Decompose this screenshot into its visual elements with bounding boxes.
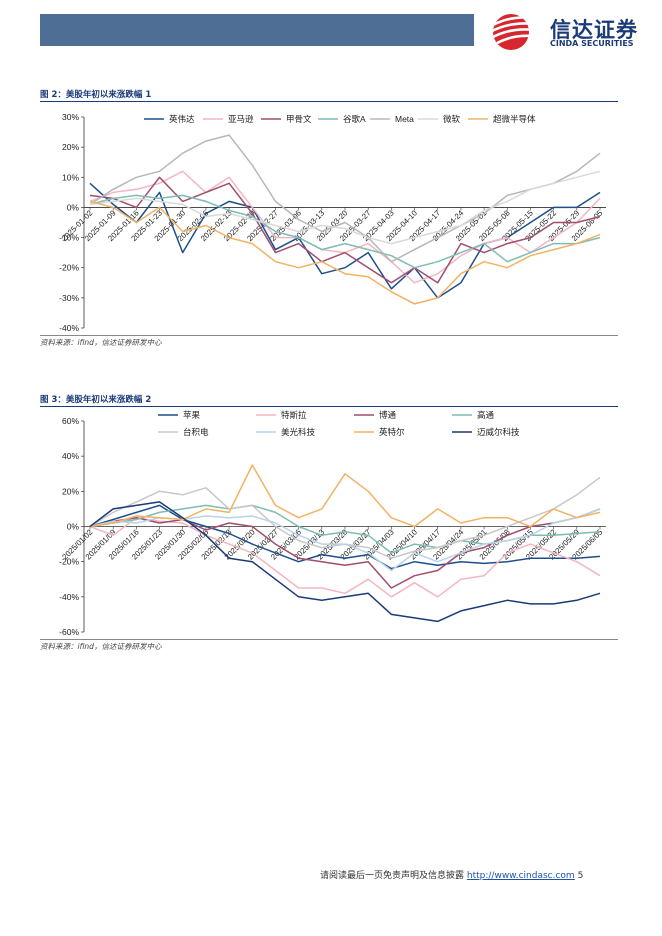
legend-label: 谷歌A bbox=[343, 114, 366, 124]
legend-label: 特斯拉 bbox=[281, 410, 307, 420]
cinda-logo-mark-icon bbox=[491, 14, 543, 50]
y-tick-label: 20% bbox=[62, 142, 79, 152]
y-tick-label: 0% bbox=[67, 202, 80, 212]
series-line bbox=[89, 516, 601, 598]
legend-label: 超微半导体 bbox=[493, 114, 536, 124]
series-line bbox=[89, 194, 601, 269]
figure-3-line-chart: 60%40%20%0%-20%-40%-60%2025/01/022025/01… bbox=[59, 410, 606, 637]
footer-disclaimer: 请阅读最后一页免责声明及信息披露 bbox=[320, 871, 465, 881]
y-tick-label: 20% bbox=[62, 486, 79, 496]
page-footer: 请阅读最后一页免责声明及信息披露 http://www.cindasc.com … bbox=[320, 868, 583, 881]
figure-2-title-rule bbox=[40, 101, 618, 102]
logo-english-name: CINDA SECURITIES bbox=[550, 39, 634, 48]
figure-3-title-rule bbox=[40, 406, 618, 407]
series-line bbox=[89, 134, 601, 263]
logo-chinese-name: 信达证券 bbox=[550, 18, 638, 42]
series-line bbox=[89, 508, 601, 589]
figure-3-title: 图 3：美股年初以来涨跌幅 2 bbox=[40, 395, 152, 405]
legend-label: 亚马逊 bbox=[228, 114, 254, 124]
figure-3-source: 资料来源：ifind，信达证券研发中心 bbox=[40, 642, 162, 651]
figure-2-line-chart: 30%20%10%0%-10%-20%-30%-40%2025-01-02202… bbox=[59, 112, 606, 333]
legend-label: Meta bbox=[395, 114, 414, 124]
legend-label: 台积电 bbox=[183, 427, 209, 437]
y-tick-label: 10% bbox=[62, 172, 79, 182]
footer-website-link[interactable]: http://www.cindasc.com bbox=[466, 871, 575, 881]
legend-label: 微软 bbox=[443, 114, 461, 124]
y-tick-label: 60% bbox=[62, 416, 79, 426]
y-tick-label: 40% bbox=[62, 451, 79, 461]
figure-3-source-rule bbox=[40, 639, 618, 640]
y-tick-label: -20% bbox=[59, 263, 79, 273]
y-tick-label: 0% bbox=[67, 522, 80, 532]
series-line bbox=[89, 200, 601, 305]
y-tick-label: -40% bbox=[59, 592, 79, 602]
cinda-logo: 信达证券 CINDA SECURITIES bbox=[484, 12, 644, 52]
header-bar bbox=[40, 14, 474, 46]
figure-2-source: 资料来源：ifind，信达证券研发中心 bbox=[40, 338, 162, 347]
legend-label: 高通 bbox=[477, 410, 495, 420]
series-line bbox=[89, 182, 601, 299]
figure-2-source-rule bbox=[40, 335, 618, 336]
y-tick-label: -20% bbox=[59, 557, 79, 567]
page-number: 5 bbox=[577, 871, 584, 881]
series-line bbox=[89, 464, 601, 528]
y-tick-label: -40% bbox=[59, 323, 79, 333]
y-tick-label: -60% bbox=[59, 627, 79, 637]
legend-label: 博通 bbox=[379, 410, 397, 420]
y-tick-label: 30% bbox=[62, 112, 79, 122]
figure-2-title: 图 2：美股年初以来涨跌幅 1 bbox=[40, 90, 152, 100]
series-line bbox=[89, 170, 601, 245]
legend-label: 迈威尔科技 bbox=[477, 427, 520, 437]
legend-label: 英伟达 bbox=[169, 114, 195, 124]
legend-label: 美光科技 bbox=[281, 427, 316, 437]
legend-label: 英特尔 bbox=[379, 427, 405, 437]
legend-label: 甲骨文 bbox=[286, 114, 312, 124]
y-tick-label: -30% bbox=[59, 293, 79, 303]
y-tick-label: -10% bbox=[59, 233, 79, 243]
series-line bbox=[89, 501, 601, 623]
series-line bbox=[89, 504, 601, 570]
series-line bbox=[89, 176, 601, 284]
legend-label: 苹果 bbox=[183, 410, 201, 420]
